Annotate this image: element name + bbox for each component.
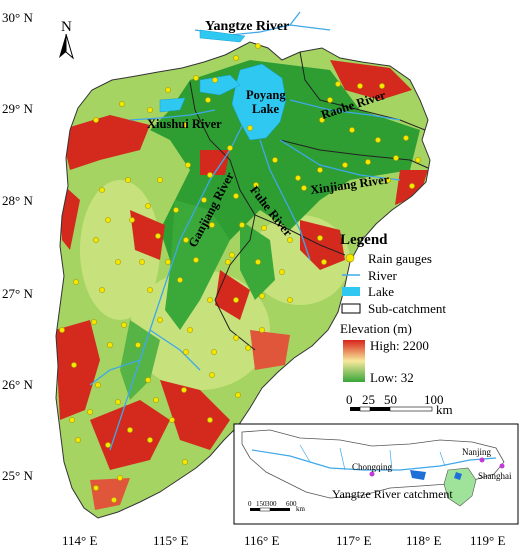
label-xiushui-river: Xiushui River bbox=[147, 117, 222, 131]
lat-tick-25: 25° N bbox=[2, 468, 33, 483]
north-arrow-label: N bbox=[61, 19, 72, 35]
inset-city-chongqing: Chongqing bbox=[352, 462, 393, 472]
scale-tick-100: 100 bbox=[424, 392, 444, 407]
label-poyang: Poyang bbox=[246, 88, 286, 102]
inset-city-nanjing: Nanjing bbox=[462, 447, 491, 457]
scale-tick-25: 25 bbox=[362, 392, 375, 407]
inset-caption: Yangtze River catchment bbox=[332, 487, 453, 501]
inset-city-shanghai: Shanghai bbox=[478, 471, 512, 481]
north-arrow: N bbox=[59, 19, 74, 60]
terrain bbox=[55, 41, 431, 519]
inset-scale-tick-150: 150 bbox=[256, 500, 267, 508]
poyang-lake bbox=[231, 63, 287, 141]
lon-tick-115: 115° E bbox=[153, 533, 188, 548]
legend-title: Legend bbox=[340, 232, 388, 248]
lon-tick-117: 117° E bbox=[336, 533, 371, 548]
lat-tick-27: 27° N bbox=[2, 286, 33, 301]
inset-scale-unit: km bbox=[296, 505, 306, 513]
label-yangtze-river: Yangtze River bbox=[205, 19, 289, 34]
longitude-ticks: 114° E 115° E 116° E 117° E 118° E 119° … bbox=[62, 533, 505, 548]
elevation-colorbar bbox=[343, 340, 365, 382]
scale-bar: 0 25 50 100 km bbox=[346, 392, 453, 417]
lon-tick-116: 116° E bbox=[244, 533, 279, 548]
inset-scale-tick-300: 300 bbox=[266, 500, 277, 508]
legend-elevation-high: High: 2200 bbox=[370, 338, 429, 353]
legend-elevation-low: Low: 32 bbox=[370, 370, 414, 385]
rivers bbox=[89, 11, 401, 451]
inset-scale-tick-600: 600 bbox=[286, 500, 297, 508]
lat-tick-30: 30° N bbox=[2, 10, 33, 25]
legend-elevation-title: Elevation (m) bbox=[340, 321, 412, 336]
rain-gauges bbox=[59, 43, 421, 503]
legend-river: River bbox=[368, 268, 398, 283]
inset-scale-tick-0: 0 bbox=[248, 500, 252, 508]
legend-lake: Lake bbox=[368, 284, 394, 299]
inset-map: Chongqing Nanjing Shanghai Yangtze River… bbox=[233, 423, 519, 525]
label-lake: Lake bbox=[252, 102, 280, 116]
legend-lake-symbol bbox=[342, 287, 360, 296]
legend-sub-catchment: Sub-catchment bbox=[368, 301, 446, 316]
legend-sub-catchment-symbol bbox=[341, 303, 361, 314]
sub-catchment-boundaries bbox=[189, 51, 429, 351]
lakes bbox=[159, 29, 287, 141]
lat-tick-26: 26° N bbox=[2, 377, 33, 392]
legend-rain-gauge-symbol bbox=[345, 253, 355, 263]
legend-rain-gauges: Rain gauges bbox=[368, 251, 432, 266]
latitude-ticks: 30° N 29° N 28° N 27° N 26° N 25° N bbox=[2, 10, 33, 483]
lon-tick-118: 118° E bbox=[406, 533, 441, 548]
scale-tick-50: 50 bbox=[384, 392, 397, 407]
scale-tick-0: 0 bbox=[346, 392, 353, 407]
lon-tick-114: 114° E bbox=[62, 533, 97, 548]
lon-tick-119: 119° E bbox=[470, 533, 505, 548]
inset-basin-highlight bbox=[443, 467, 477, 507]
scale-unit: km bbox=[436, 402, 453, 417]
lat-tick-29: 29° N bbox=[2, 101, 33, 116]
lat-tick-28: 28° N bbox=[2, 193, 33, 208]
legend: Legend Rain gauges River Lake Sub-catchm… bbox=[340, 232, 446, 385]
